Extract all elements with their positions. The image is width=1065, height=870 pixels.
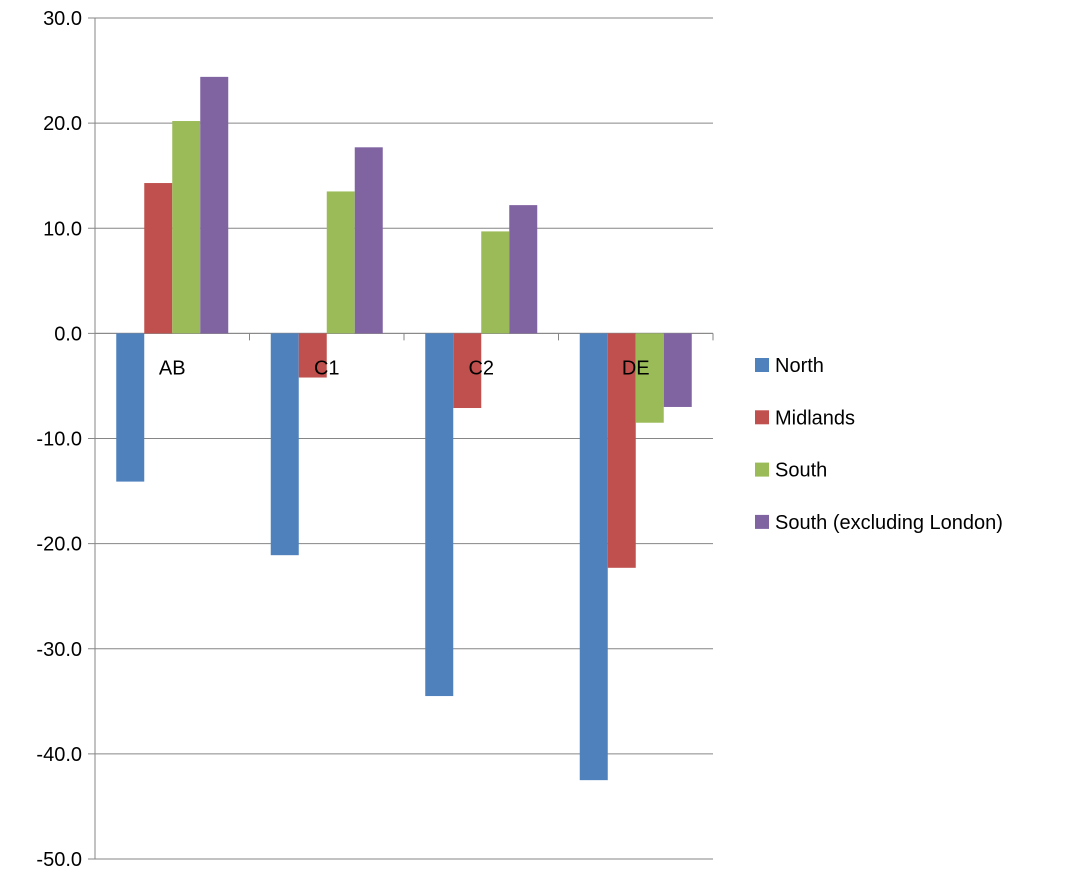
bar-south-ab — [172, 121, 201, 334]
bar-south-c2 — [481, 231, 510, 334]
y-tick-label: -20.0 — [36, 534, 82, 556]
bar-north-de — [579, 333, 608, 781]
legend-label: Midlands — [775, 407, 855, 429]
legend-label: North — [775, 355, 824, 377]
y-tick-label: 20.0 — [43, 113, 82, 135]
bar-midlands-c1 — [298, 333, 327, 378]
bar-north-c2 — [425, 333, 454, 697]
category-label: C1 — [314, 357, 340, 379]
legend-swatch — [755, 462, 769, 477]
legend-swatch — [755, 358, 769, 372]
y-tick-label: 30.0 — [43, 8, 82, 30]
bar-south-excluding-london-de — [663, 333, 692, 407]
y-tick-label: -30.0 — [36, 639, 82, 661]
y-tick-label: 0.0 — [54, 323, 82, 345]
bar-south-excluding-london-ab — [200, 76, 229, 334]
legend: North Midlands South South (excluding Londo… — [755, 355, 1003, 534]
category-labels: AB C1 C2 DE — [159, 357, 650, 379]
y-tick-label: -50.0 — [36, 849, 82, 870]
category-label: DE — [622, 357, 650, 379]
y-tick-label: 10.0 — [43, 218, 82, 240]
bar-midlands-de — [607, 333, 636, 568]
legend-label: South — [775, 460, 827, 482]
category-label: AB — [159, 357, 186, 379]
legend-swatch — [755, 410, 769, 425]
y-tick-label: -10.0 — [36, 429, 82, 451]
bar-south-excluding-london-c2 — [509, 205, 538, 334]
bar-north-c1 — [270, 333, 299, 556]
bar-south-de — [635, 333, 664, 423]
y-tick-labels: 30.0 20.0 10.0 0.0 -10.0 -20.0 -30.0 -40.0 -50.0 — [36, 8, 82, 870]
bar-south-c1 — [326, 191, 355, 334]
bar-north-ab — [116, 333, 145, 482]
bar-midlands-ab — [144, 183, 173, 334]
category-label: C2 — [468, 357, 494, 379]
legend-label: South (excluding London) — [775, 512, 1003, 534]
bar-south-excluding-london-c1 — [354, 147, 383, 334]
legend-swatch — [755, 514, 769, 529]
y-tick-label: -40.0 — [36, 744, 82, 766]
bar-midlands-c2 — [453, 333, 482, 409]
bars — [116, 76, 692, 781]
